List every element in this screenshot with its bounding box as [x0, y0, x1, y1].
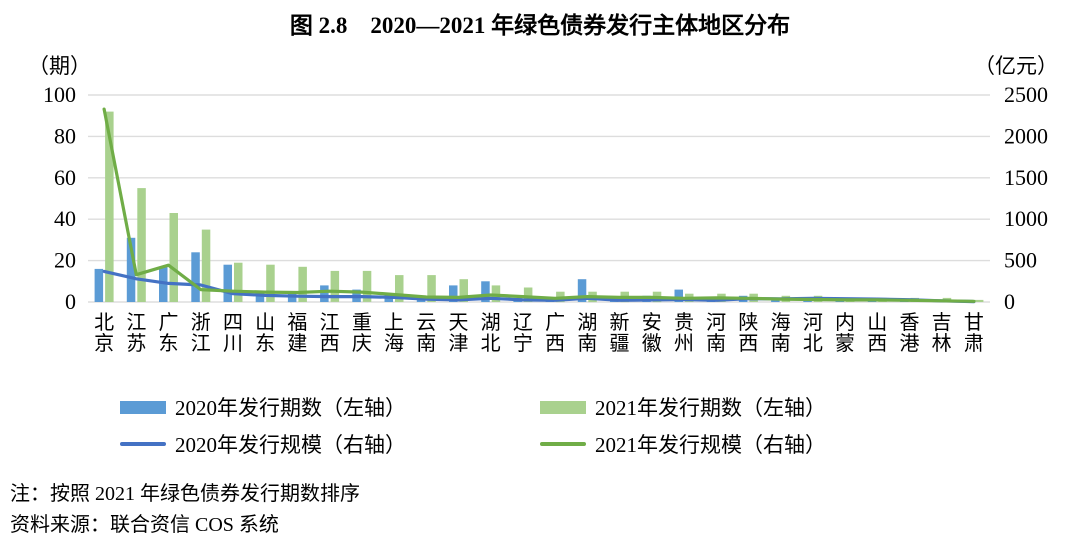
- green-line-swatch-icon: [540, 442, 586, 446]
- bar-福建: [298, 266, 307, 302]
- legend-label: 2021年发行规模（右轴）: [595, 433, 826, 457]
- legend-label: 2021年发行期数（左轴）: [595, 396, 826, 420]
- blue-line-swatch-icon: [120, 442, 166, 446]
- bar-山东: [255, 291, 265, 303]
- right-axis-tick-label: 1000: [1004, 206, 1048, 231]
- combo-chart-plot: 02040608010005001000150020002500北京江苏广东浙江…: [43, 82, 1048, 355]
- bar-上海: [395, 275, 404, 302]
- bar-辽宁: [523, 287, 533, 302]
- bar-江西: [320, 285, 329, 302]
- x-axis-label-江苏: 江苏: [126, 311, 146, 355]
- x-axis-label-山东: 山东: [255, 311, 275, 355]
- x-axis-label-北京: 北京: [94, 311, 114, 355]
- x-axis-label-上海: 上海: [384, 311, 404, 355]
- x-axis-label-辽宁: 辽宁: [513, 311, 533, 355]
- x-axis-label-甘肃: 甘肃: [964, 311, 984, 355]
- legend-label: 2020年发行规模（右轴）: [175, 433, 406, 457]
- right-axis-unit-label: （亿元）: [974, 54, 1058, 78]
- chart-footnotes: 注：按照 2021 年绿色债券发行期数排序 资料来源：联合资信 COS 系统: [10, 479, 360, 541]
- x-axis-label-四川: 四川: [223, 312, 243, 355]
- x-axis-label-湖北: 湖北: [481, 311, 501, 355]
- left-axis-tick-label: 40: [54, 206, 76, 231]
- x-axis-label-天津: 天津: [448, 312, 468, 355]
- x-axis-label-山西: 山西: [867, 311, 887, 355]
- bar-贵州: [674, 289, 683, 302]
- right-axis-tick-label: 500: [1004, 248, 1037, 273]
- right-axis-tick-label: 2000: [1004, 123, 1048, 148]
- legend-item-2020-line: 2020年发行规模（右轴）: [120, 429, 540, 459]
- left-axis-tick-label: 20: [54, 248, 76, 273]
- bar-四川: [223, 264, 232, 302]
- bar-山东: [266, 264, 275, 302]
- bar-湖北: [481, 281, 490, 302]
- x-axis-label-新疆: 新疆: [610, 311, 630, 355]
- x-axis-label-河南: 河南: [706, 311, 726, 355]
- x-axis-label-云南: 云南: [416, 312, 436, 355]
- bar-天津: [449, 285, 458, 302]
- source-note: 资料来源：联合资信 COS 系统: [10, 514, 279, 536]
- x-axis-label-浙江: 浙江: [191, 311, 211, 355]
- legend-label: 2020年发行期数（左轴）: [175, 396, 406, 420]
- x-axis-label-广东: 广东: [159, 311, 179, 355]
- left-axis-unit-label: （期）: [28, 54, 91, 78]
- left-axis-tick-label: 80: [54, 123, 76, 148]
- bar-天津: [459, 279, 468, 302]
- x-axis-label-内蒙: 内蒙: [835, 311, 855, 355]
- x-axis-label-重庆: 重庆: [352, 311, 372, 355]
- x-axis-label-陕西: 陕西: [738, 311, 758, 355]
- bar-四川: [234, 262, 243, 302]
- x-axis-label-江西: 江西: [320, 311, 340, 355]
- left-axis-tick-label: 60: [54, 165, 76, 190]
- legend-item-2020-bars: 2020年发行期数（左轴）: [120, 392, 540, 422]
- x-axis-label-河北: 河北: [803, 311, 823, 355]
- right-axis-tick-label: 2500: [1004, 82, 1048, 107]
- left-axis-tick-label: 100: [43, 82, 76, 107]
- bar-浙江: [191, 252, 200, 302]
- x-axis-label-安徽: 安徽: [642, 311, 662, 355]
- left-axis-tick-label: 0: [65, 289, 76, 314]
- x-axis-label-香港: 香港: [899, 311, 919, 355]
- x-axis-label-湖南: 湖南: [577, 311, 597, 355]
- bar-北京: [105, 111, 114, 302]
- bar-北京: [94, 268, 104, 302]
- bar-云南: [427, 275, 436, 302]
- bar-重庆: [362, 270, 372, 302]
- bar-江西: [330, 270, 340, 302]
- bar-江苏: [126, 237, 136, 302]
- right-axis-tick-label: 0: [1004, 289, 1015, 314]
- bar-江苏: [137, 188, 146, 302]
- blue-bar-swatch-icon: [120, 400, 166, 414]
- chart-title: 图 2.8 2020—2021 年绿色债券发行主体地区分布: [289, 13, 791, 38]
- bar-甘肃: [974, 299, 984, 302]
- bar-广东: [159, 266, 168, 302]
- legend-item-2021-line: 2021年发行规模（右轴）: [540, 429, 960, 459]
- sort-note: 注：按照 2021 年绿色债券发行期数排序: [10, 483, 360, 505]
- x-axis-label-贵州: 贵州: [674, 311, 694, 355]
- bar-浙江: [201, 229, 211, 302]
- line-series: [102, 107, 976, 303]
- green-bar-swatch-icon: [540, 400, 586, 414]
- x-axis-label-广西: 广西: [545, 311, 565, 355]
- bar-广东: [169, 213, 178, 302]
- bar-湖南: [577, 279, 587, 302]
- right-axis-tick-label: 1500: [1004, 165, 1048, 190]
- chart-legend: 2020年发行期数（左轴） 2021年发行期数（左轴） 2020年发行规模（右轴…: [0, 392, 1080, 459]
- legend-item-2021-bars: 2021年发行期数（左轴）: [540, 392, 960, 422]
- x-axis-label-福建: 福建: [287, 311, 307, 355]
- x-axis-label-海南: 海南: [771, 311, 791, 355]
- x-axis-label-吉林: 吉林: [932, 311, 952, 355]
